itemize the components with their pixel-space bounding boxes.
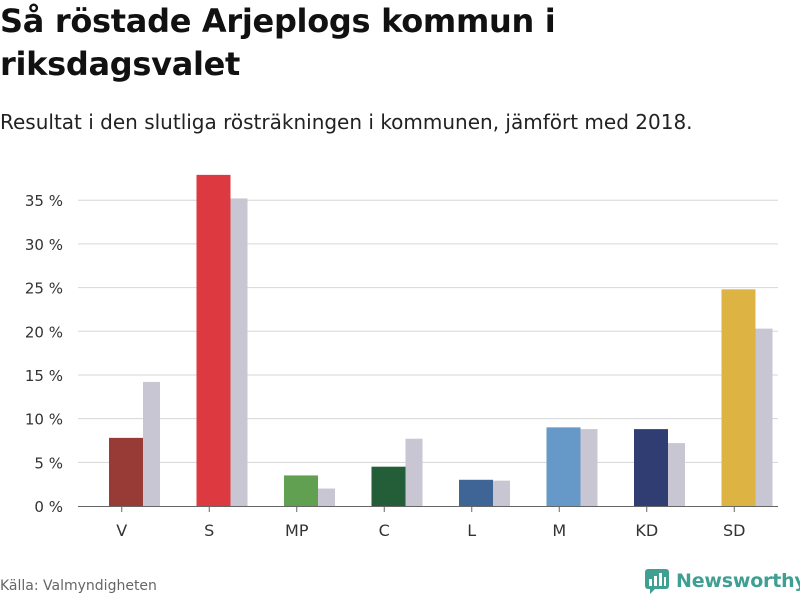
y-tick-label: 35 %	[25, 192, 63, 210]
bar-comparison-sd[interactable]	[755, 328, 773, 506]
bar-comparison-m[interactable]	[580, 429, 598, 506]
chart-subtitle: Resultat i den slutliga rösträkningen i …	[0, 110, 693, 134]
chart-title: Så röstade Arjeplogs kommun i riksdagsva…	[0, 2, 556, 83]
y-tick-label: 15 %	[25, 367, 63, 385]
y-tick-label: 30 %	[25, 236, 63, 254]
bar-current-l[interactable]	[459, 479, 493, 506]
x-tick-label: C	[379, 521, 390, 540]
y-tick-label: 20 %	[25, 323, 63, 341]
x-tick-label: MP	[285, 521, 309, 540]
source-credit: Källa: Valmyndigheten	[0, 578, 157, 594]
y-axis-ticks: 0 % 5 % 10 % 15 % 20 % 25 % 30 % 35 %	[25, 192, 63, 516]
newsworthy-chart-logo-icon	[645, 569, 669, 594]
x-tick-label: KD	[635, 521, 658, 540]
x-tick-label: V	[116, 521, 127, 540]
x-axis-ticks: V S MP C L M KD SD	[78, 506, 778, 540]
bar-comparison-mp[interactable]	[318, 488, 335, 506]
bar-comparison-v[interactable]	[143, 381, 160, 506]
grid-lines	[78, 199, 778, 463]
brand-logo[interactable]: Newsworthy	[644, 568, 800, 594]
bar-current-c[interactable]	[371, 466, 406, 506]
bar-comparison-s[interactable]	[230, 198, 248, 506]
bar-comparison-kd[interactable]	[668, 443, 685, 506]
x-tick-label: M	[552, 521, 566, 540]
brand-name: Newsworthy	[676, 570, 800, 592]
y-tick-label: 25 %	[25, 280, 63, 298]
x-tick-label: L	[467, 521, 476, 540]
y-tick-label: 10 %	[25, 411, 63, 429]
bar-comparison-l[interactable]	[493, 480, 510, 506]
x-tick-label: SD	[723, 521, 745, 540]
bar-current-mp[interactable]	[284, 475, 318, 506]
bar-chart: 0 % 5 % 10 % 15 % 20 % 25 % 30 % 35 % V S MP C L M KD…	[25, 174, 778, 540]
bar-comparison-c[interactable]	[405, 438, 423, 506]
x-tick-label: S	[204, 521, 214, 540]
bar-current-sd[interactable]	[721, 289, 756, 506]
y-tick-label: 5 %	[34, 454, 63, 472]
bars	[109, 174, 773, 506]
bar-current-kd[interactable]	[634, 429, 668, 506]
bar-current-v[interactable]	[109, 437, 143, 506]
bar-current-m[interactable]	[546, 427, 581, 506]
bar-current-s[interactable]	[196, 174, 231, 506]
y-tick-label: 0 %	[34, 498, 63, 516]
